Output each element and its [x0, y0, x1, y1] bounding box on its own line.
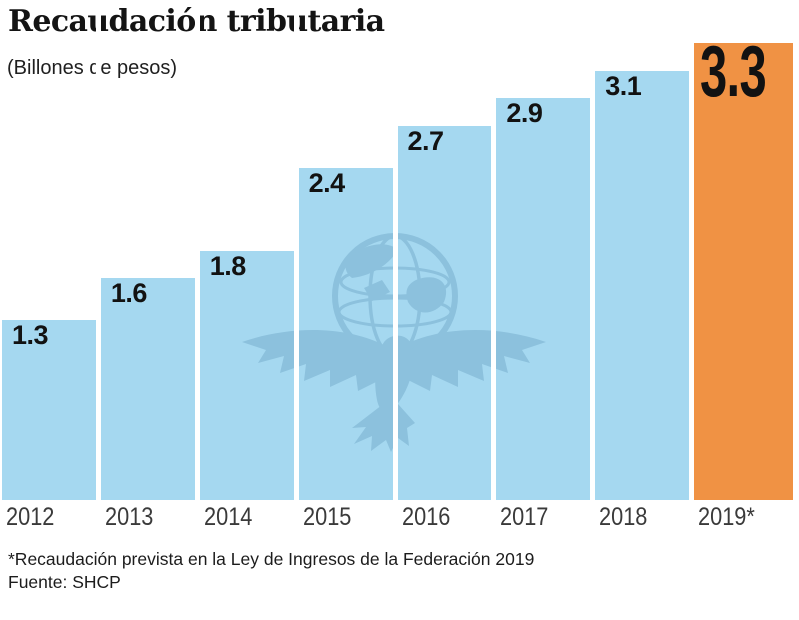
bar-2017: 2.9 [496, 98, 591, 500]
bar-gap-divider [491, 0, 497, 500]
bar-value-label: 1.8 [209, 251, 247, 281]
bar-gap-divider [392, 0, 398, 500]
bar-2019*: 3.3 [694, 35, 793, 500]
bar-gap-divider [194, 0, 200, 500]
year-label-2014: 2014 [203, 503, 253, 531]
bar-gap-divider [293, 0, 299, 500]
bar-2018: 3.1 [595, 71, 690, 500]
bar-value-label: 2.4 [308, 168, 346, 198]
footer: *Recaudación prevista en la Ley de Ingre… [8, 548, 534, 594]
bar-2013: 1.6 [100, 278, 195, 500]
year-label-2017: 2017 [500, 503, 549, 531]
bar-2016: 2.7 [397, 126, 492, 500]
footnote: *Recaudación prevista en la Ley de Ingre… [8, 549, 535, 569]
bar-gap-divider [590, 0, 596, 500]
bar-value-label: 3.3 [700, 32, 767, 112]
bar-2012: 1.3 [2, 320, 96, 500]
year-label-2015: 2015 [302, 503, 352, 531]
bar-2014: 1.8 [199, 251, 294, 500]
bar-2015: 2.4 [298, 168, 393, 500]
bar-value-label: 1.6 [110, 278, 148, 308]
year-label-2012: 2012 [6, 503, 55, 531]
bar-gap-divider [95, 0, 101, 500]
bar-gap-divider [689, 0, 695, 500]
chart-subtitle: (Billones de pesos) [7, 57, 178, 79]
source-line: Fuente: SHCP [8, 572, 121, 592]
bar-value-label: 2.9 [506, 98, 543, 128]
bar-chart: 1.3 1.6 1.8 2.4 2.7 2.9 3.1 3.3 [2, 0, 793, 500]
bar-value-label: 2.7 [407, 126, 445, 156]
bar-value-label: 1.3 [12, 320, 49, 350]
year-label-2018: 2018 [599, 503, 648, 531]
year-label-2016: 2016 [401, 503, 450, 531]
bar-value-label: 3.1 [605, 71, 642, 101]
year-label-2019*: 2019* [698, 503, 755, 531]
year-label-2013: 2013 [104, 503, 154, 531]
x-axis-labels: 2012 2013 2014 2015 2016 2017 2018 2019* [2, 503, 793, 533]
